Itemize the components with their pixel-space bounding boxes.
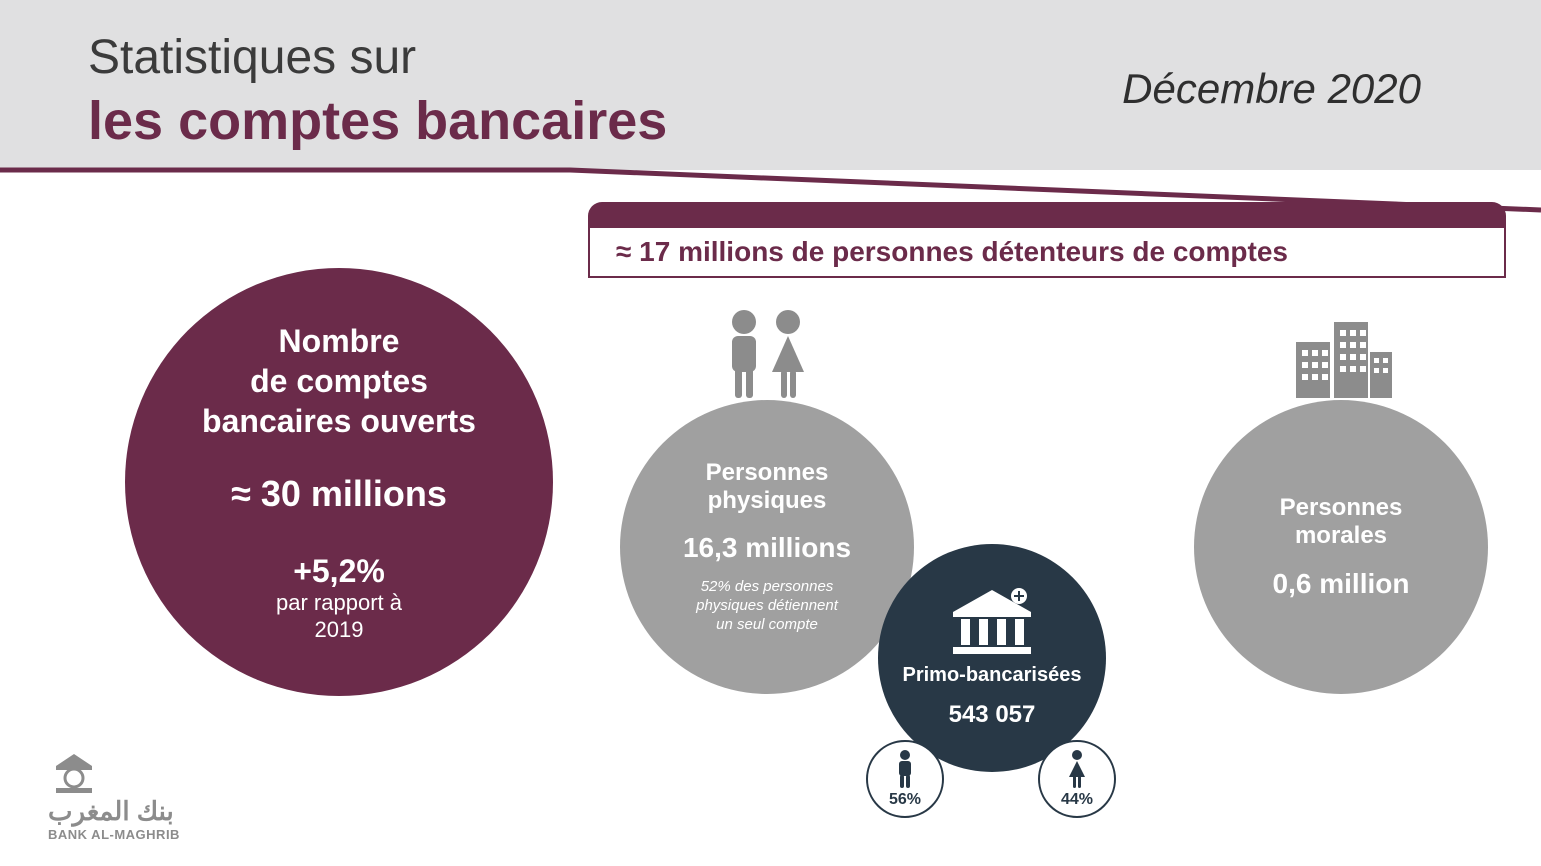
personnes-physiques-circle: Personnesphysiques 16,3 millions 52% des…	[620, 400, 914, 694]
bank-logo-latin: BANK AL-MAGHRIB	[48, 827, 180, 842]
primo-value: 543 057	[949, 701, 1036, 729]
infographic-root: Statistiques sur les comptes bancaires D…	[0, 0, 1541, 866]
total-accounts-value: ≈ 30 millions	[231, 473, 447, 515]
primo-female-pct-circle: 44%	[1038, 740, 1116, 818]
date-label: Décembre 2020	[1122, 65, 1421, 113]
bank-logo-arabic: بنك المغرب	[48, 796, 180, 827]
people-icon	[712, 308, 822, 405]
title-line-2: les comptes bancaires	[88, 90, 667, 152]
female-icon	[1066, 749, 1088, 789]
section-header-box: ≈ 17 millions de personnes détenteurs de…	[588, 226, 1506, 278]
personnes-physiques-title: Personnesphysiques	[706, 459, 829, 514]
section-header-text: ≈ 17 millions de personnes détenteurs de…	[616, 236, 1288, 268]
buildings-icon	[1286, 308, 1396, 405]
title-line-1: Statistiques sur	[88, 30, 416, 85]
total-accounts-delta-sub: par rapport à2019	[276, 590, 402, 643]
personnes-morales-circle: Personnesmorales 0,6 million	[1194, 400, 1488, 694]
primo-title: Primo-bancarisées	[903, 664, 1082, 687]
primo-male-pct-circle: 56%	[866, 740, 944, 818]
total-accounts-title: Nombrede comptesbancaires ouverts	[202, 321, 476, 441]
primo-female-pct: 44%	[1061, 791, 1093, 809]
primo-male-pct: 56%	[889, 791, 921, 809]
bank-logo-mark	[48, 748, 100, 800]
personnes-morales-value: 0,6 million	[1273, 568, 1410, 600]
bank-logo: بنك المغرب BANK AL-MAGHRIB	[48, 748, 180, 842]
personnes-morales-title: Personnesmorales	[1280, 494, 1403, 549]
male-icon	[894, 749, 916, 789]
bank-icon	[949, 588, 1035, 658]
total-accounts-circle: Nombrede comptesbancaires ouverts ≈ 30 m…	[125, 268, 553, 696]
primo-bancarisees-circle: Primo-bancarisées 543 057	[878, 544, 1106, 772]
personnes-physiques-note: 52% des personnesphysiques détiennentun …	[696, 578, 838, 634]
personnes-physiques-value: 16,3 millions	[683, 532, 851, 564]
total-accounts-delta: +5,2%	[276, 553, 402, 590]
section-tab	[588, 202, 1506, 226]
